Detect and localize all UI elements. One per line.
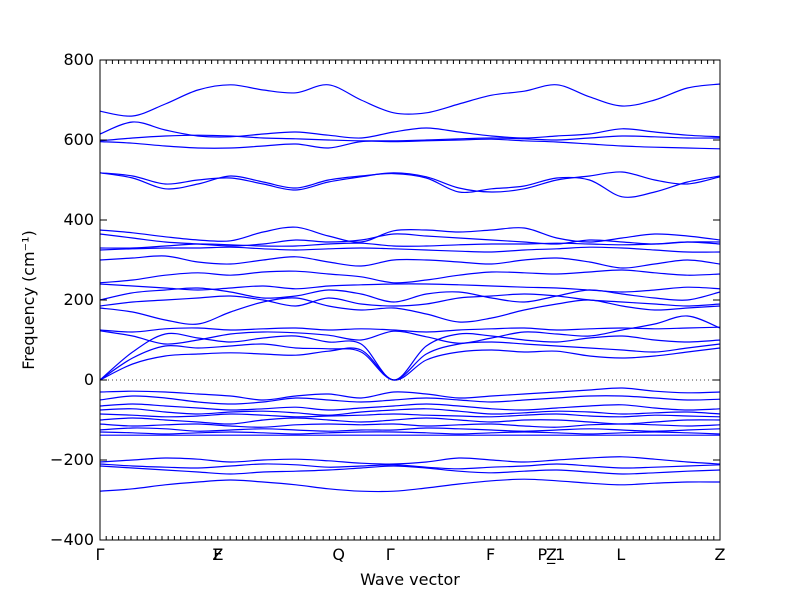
y-axis-label: Frequency (cm⁻¹)	[19, 230, 38, 369]
band-line-18	[99, 315, 721, 345]
band-line-26	[99, 413, 721, 418]
band-line-14	[99, 287, 721, 303]
x-axis-label: Wave vector	[360, 570, 460, 589]
y-tick-label: 400	[63, 210, 94, 229]
x-tick-label: F	[213, 545, 222, 564]
y-tick-label: 200	[63, 290, 94, 309]
band-line-35	[99, 478, 721, 493]
x-tick-label: Z	[546, 545, 557, 564]
band-line-10	[99, 246, 721, 253]
band-line-3	[99, 134, 721, 142]
band-line-9	[99, 241, 721, 249]
band-line-2	[99, 121, 721, 139]
y-tick-label: −400	[50, 530, 94, 549]
band-line-30	[99, 431, 721, 435]
y-tick-label: 0	[84, 370, 94, 389]
band-line-19	[99, 332, 721, 381]
x-axis: Γ FZ Q Γ F P_1Z L Z	[96, 545, 726, 565]
x-tick-label: Q	[332, 545, 345, 564]
band-line-25	[99, 408, 721, 416]
band-line-22	[99, 387, 721, 401]
x-tick-label: P_1	[537, 545, 565, 565]
band-line-28	[99, 423, 721, 428]
band-line-15	[99, 293, 721, 307]
y-tick-label: 800	[63, 50, 94, 69]
band-line-16	[99, 297, 721, 325]
band-line-33	[99, 463, 721, 470]
band-line-4	[99, 138, 721, 150]
band-line-5	[99, 172, 721, 198]
band-line-21	[99, 347, 721, 381]
band-line-1	[99, 83, 721, 117]
x-tick-label: L	[616, 545, 625, 564]
y-axis: −400 −200 0 200 400 600 800	[50, 50, 721, 549]
band-line-32	[99, 456, 721, 465]
band-line-34	[99, 465, 721, 475]
band-line-29	[99, 427, 721, 432]
x-tick-label: Z	[212, 545, 223, 564]
band-line-23	[99, 395, 721, 405]
x-tick-label: Z	[715, 545, 726, 564]
band-line-12	[99, 269, 721, 284]
band-line-17	[99, 326, 721, 333]
band-line-27	[99, 417, 721, 425]
band-line-7	[99, 226, 721, 243]
y-tick-label: −200	[50, 450, 94, 469]
x-tick-label: Γ	[96, 545, 105, 564]
band-line-24	[99, 403, 721, 411]
band-line-11	[99, 255, 721, 269]
x-tick-label: Γ	[386, 545, 395, 564]
y-tick-label: 600	[63, 130, 94, 149]
band-line-20	[99, 341, 721, 381]
band-lines	[99, 83, 721, 493]
band-line-13	[99, 283, 721, 293]
x-tick-label: F	[486, 545, 495, 564]
band-line-6	[99, 171, 721, 193]
